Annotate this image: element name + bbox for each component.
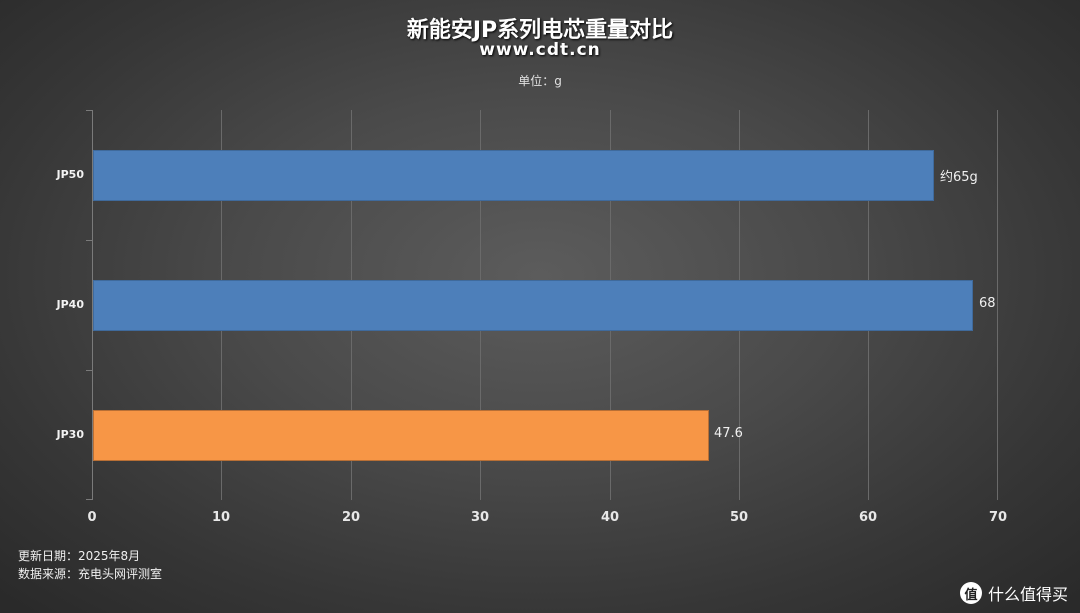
gridline — [997, 110, 998, 500]
smzdm-logo-icon: 值 — [959, 582, 982, 604]
category-label: JP40 — [56, 298, 84, 311]
watermark: 值 什么值得买 — [959, 581, 1068, 605]
update-date: 更新日期：2025年8月 — [18, 549, 141, 563]
data-source: 数据来源：充电头网评测室 — [18, 567, 163, 581]
chart-title: 新能安JP系列电芯重量对比 — [406, 18, 674, 43]
x-tick-label: 10 — [211, 510, 231, 525]
category-label: JP50 — [56, 168, 84, 181]
y-axis — [92, 110, 93, 500]
y-tick — [86, 370, 92, 371]
y-tick — [86, 240, 92, 241]
bar-jp50 — [93, 150, 934, 201]
y-tick — [86, 499, 92, 500]
bar-value-label: 47.6 — [714, 426, 743, 441]
chart-subtitle: www.cdt.cn — [479, 40, 601, 60]
category-label: JP30 — [56, 428, 84, 441]
x-tick-label: 30 — [470, 510, 490, 525]
x-tick-label: 60 — [858, 510, 878, 525]
y-tick — [86, 110, 92, 111]
x-tick-label: 0 — [87, 510, 97, 525]
x-tick-label: 50 — [729, 510, 749, 525]
watermark-text: 什么值得买 — [987, 585, 1068, 604]
bar-value-label: 68 — [979, 296, 996, 311]
x-tick-label: 70 — [988, 510, 1008, 525]
plot-area: 约65g 68 47.6 — [86, 110, 998, 500]
bar-jp40 — [93, 280, 973, 331]
x-tick-label: 40 — [600, 510, 620, 525]
bar-jp30 — [93, 410, 709, 461]
unit-label: 单位：g — [518, 74, 562, 88]
bar-value-label: 约65g — [940, 170, 978, 185]
x-tick-label: 20 — [341, 510, 361, 525]
